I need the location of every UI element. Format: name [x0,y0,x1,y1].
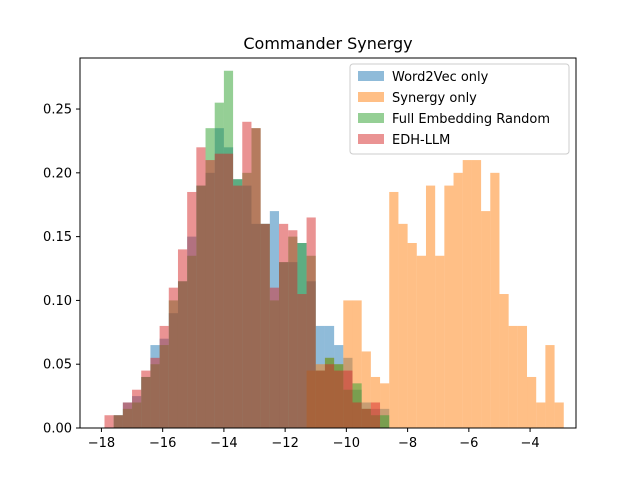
histogram-bars [104,70,564,429]
bar [233,185,243,428]
bar [380,415,390,428]
bar [205,160,215,428]
bar [444,185,454,428]
legend-label: Word2Vec only [392,70,489,85]
bar [453,172,463,428]
bar [361,408,371,428]
bar [536,402,546,428]
bar [113,415,123,428]
y-tick-label: 0.25 [43,103,72,118]
bar [168,287,178,428]
bar [398,223,408,428]
x-tick-label: −12 [271,436,298,451]
legend-swatch [358,134,384,144]
bar [214,153,224,428]
bar [150,357,160,428]
bar [122,402,133,428]
bar [380,383,390,428]
bar [545,345,555,428]
x-tick-label: −14 [210,436,237,451]
legend-label: EDH-LLM [392,133,450,148]
legend-swatch [358,113,384,123]
legend-swatch [358,71,384,81]
bar [260,223,270,428]
y-tick-label: 0.05 [43,358,72,373]
x-tick-label: −10 [333,436,360,451]
bar [462,160,472,428]
bar [517,325,528,428]
x-tick-label: −6 [459,436,478,451]
y-tick-label: 0.00 [43,422,72,437]
x-axis-ticks: −18 −16 −14 −12 −10 −8 −6 −4 [88,428,540,451]
x-tick-label: −8 [398,436,417,451]
bar [471,160,482,428]
chart-title: Commander Synergy [243,34,412,53]
legend-label: Synergy only [392,91,477,106]
bar [554,402,564,428]
x-tick-label: −18 [88,436,115,451]
bar [324,364,335,428]
bar [352,300,362,428]
bar [425,185,436,428]
bar [343,370,353,428]
legend-box [349,63,570,155]
bar [177,249,188,428]
x-tick-label: −16 [149,436,176,451]
bar [389,191,399,428]
bar [508,325,518,428]
series-3 [104,121,381,429]
bar [481,211,491,428]
bar [159,325,169,428]
legend-swatch [358,92,384,102]
bar [527,376,537,428]
axes-frame [79,57,577,429]
bar [499,294,509,428]
y-tick-label: 0.15 [43,230,72,245]
bar [279,223,289,428]
bar [334,370,344,428]
bar [315,370,325,428]
bar [416,255,426,428]
bar [196,147,206,428]
bar [435,255,445,428]
bar [297,294,307,428]
bar [251,128,261,429]
bar [407,243,417,428]
bar [223,153,234,428]
legend: Word2Vec only Synergy only Full Embedding … [349,63,570,155]
y-tick-label: 0.20 [43,166,72,181]
bar [370,402,381,428]
y-axis-ticks: 0.00 0.05 0.10 0.15 0.20 0.25 [43,103,80,437]
bar [269,287,280,428]
bar [361,351,371,428]
bar [104,415,114,428]
legend-label: Full Embedding Random [392,112,550,127]
bar [288,230,298,428]
bar [132,389,142,428]
bar [141,370,151,428]
bar [352,402,362,428]
bar [187,191,197,428]
bar [306,217,316,428]
y-tick-label: 0.10 [43,294,72,309]
bar [490,172,500,428]
bar [343,300,353,428]
x-tick-label: −4 [520,436,539,451]
bar [242,121,252,428]
